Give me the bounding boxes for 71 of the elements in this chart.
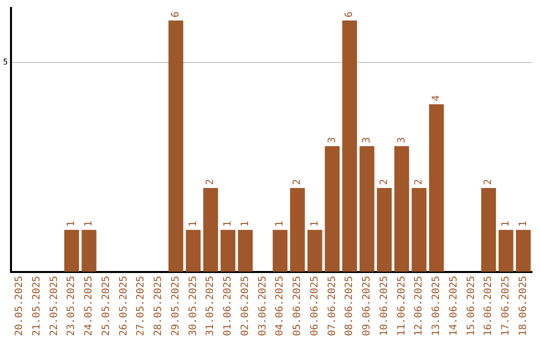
x-tick-label: 07.06.2025 xyxy=(326,276,338,336)
bar xyxy=(220,230,236,272)
data-label: 2 xyxy=(378,179,390,186)
x-tick-label: 31.05.2025 xyxy=(205,276,216,336)
data-label: 1 xyxy=(188,220,199,227)
data-label: 1 xyxy=(500,220,512,227)
bar xyxy=(342,20,357,272)
bar xyxy=(186,230,201,272)
data-label: 1 xyxy=(274,220,286,227)
x-tick-label: 27.05.2025 xyxy=(136,276,147,336)
data-label: 1 xyxy=(518,220,529,227)
data-label: 3 xyxy=(326,137,338,144)
x-tick-label: 28.05.2025 xyxy=(153,276,164,336)
data-label: 6 xyxy=(344,12,356,18)
x-tick-label: 21.05.2025 xyxy=(31,276,42,336)
x-tick-label: 26.05.2025 xyxy=(118,276,130,336)
x-tick-label: 25.05.2025 xyxy=(100,276,112,336)
bar xyxy=(481,188,496,272)
x-tick-label: 04.06.2025 xyxy=(274,276,286,336)
x-tick-label: 05.06.2025 xyxy=(292,276,304,336)
x-tick-label: 17.06.2025 xyxy=(500,276,512,336)
data-label: 2 xyxy=(414,179,425,186)
data-label: 3 xyxy=(362,137,373,144)
x-tick-label: 02.06.2025 xyxy=(240,276,251,336)
x-tick-label: 30.05.2025 xyxy=(188,276,199,336)
x-tick-label: 06.06.2025 xyxy=(309,276,320,336)
data-label: 1 xyxy=(222,220,234,227)
data-label: 4 xyxy=(431,95,442,102)
x-tick-label: 13.06.2025 xyxy=(431,276,442,336)
bar xyxy=(376,188,392,272)
bar xyxy=(429,104,444,272)
bar xyxy=(498,230,514,272)
x-tick-label: 23.05.2025 xyxy=(66,276,78,336)
x-tick-label: 03.06.2025 xyxy=(257,276,268,336)
bar xyxy=(516,230,531,272)
data-label: 2 xyxy=(483,179,494,186)
bar xyxy=(168,20,184,272)
bar xyxy=(238,230,253,272)
data-label: 1 xyxy=(66,220,78,227)
data-label: 1 xyxy=(240,220,251,227)
bar xyxy=(324,146,340,272)
bar xyxy=(290,188,305,272)
y-tick-label: 5 xyxy=(2,58,8,67)
data-label: 2 xyxy=(205,179,216,186)
x-tick-label: 12.06.2025 xyxy=(414,276,425,336)
bar xyxy=(272,230,288,272)
x-tick-label: 11.06.2025 xyxy=(396,276,408,336)
x-tick-label: 18.06.2025 xyxy=(518,276,529,336)
x-tick-label: 29.05.2025 xyxy=(170,276,182,336)
data-label: 6 xyxy=(170,12,182,18)
bar xyxy=(203,188,218,272)
data-label: 3 xyxy=(396,137,408,144)
x-tick-label: 15.06.2025 xyxy=(466,276,477,336)
x-tick-label: 22.05.2025 xyxy=(48,276,60,336)
data-label: 1 xyxy=(84,220,95,227)
bar xyxy=(64,230,80,272)
bar xyxy=(394,146,410,272)
x-tick-label: 09.06.2025 xyxy=(362,276,373,336)
bar xyxy=(307,230,322,272)
x-tick-label: 24.05.2025 xyxy=(84,276,95,336)
x-tick-label: 14.06.2025 xyxy=(448,276,460,336)
x-tick-label: 01.06.2025 xyxy=(222,276,234,336)
data-label: 1 xyxy=(309,220,320,227)
data-label: 2 xyxy=(292,179,304,186)
bar xyxy=(82,230,96,272)
bar xyxy=(360,146,374,272)
x-tick-label: 08.06.2025 xyxy=(344,276,356,336)
x-tick-label: 20.05.2025 xyxy=(14,276,26,336)
x-tick-label: 16.06.2025 xyxy=(483,276,494,336)
bar xyxy=(412,188,426,272)
x-tick-label: 10.06.2025 xyxy=(378,276,390,336)
